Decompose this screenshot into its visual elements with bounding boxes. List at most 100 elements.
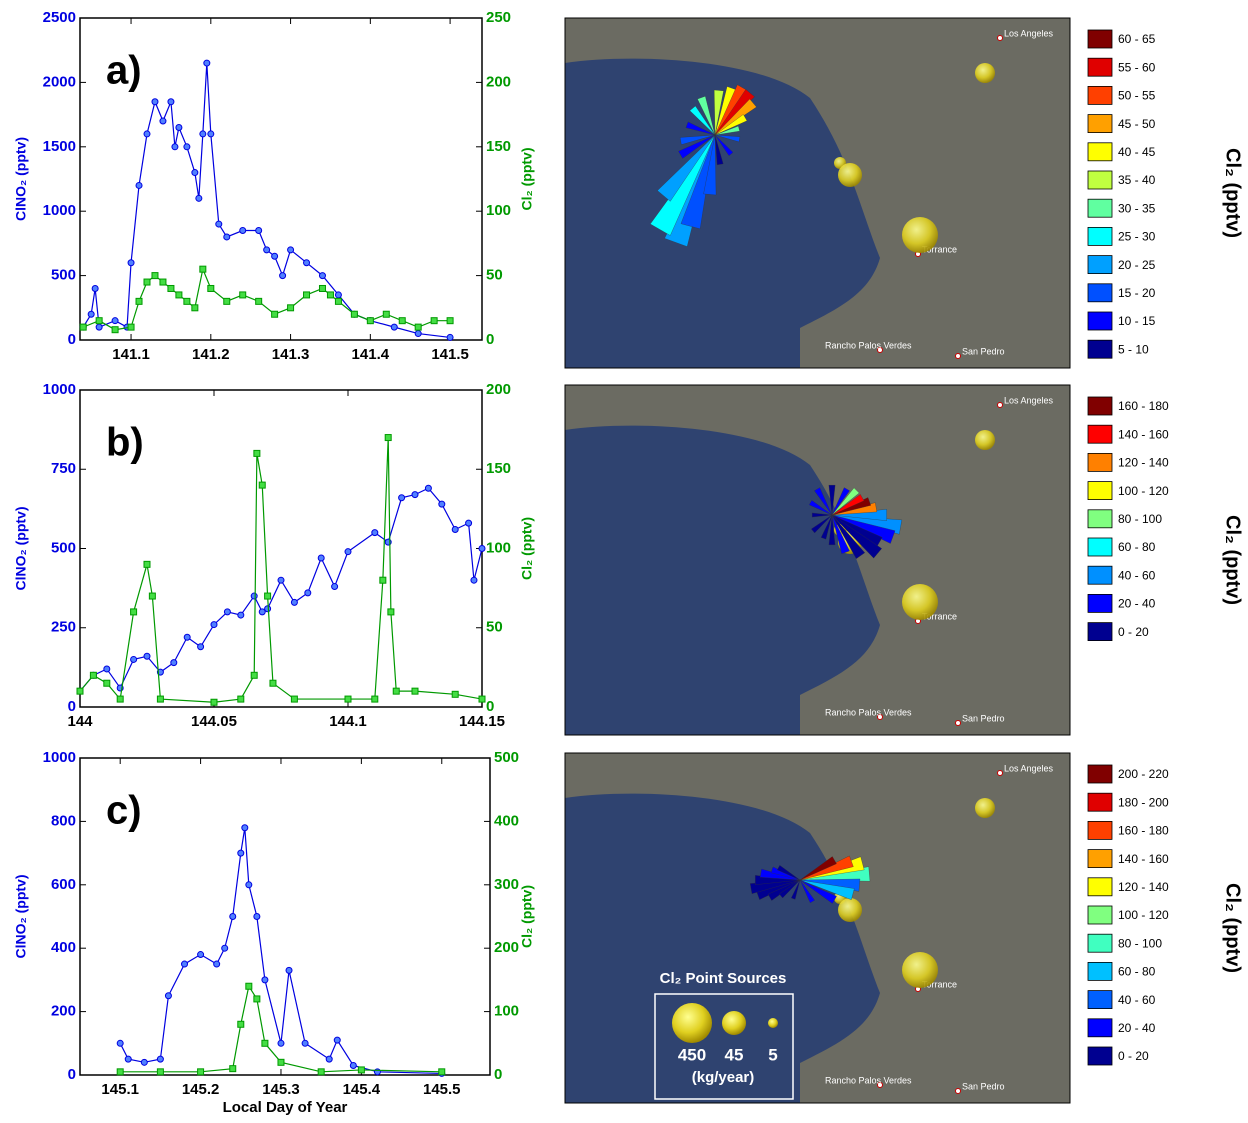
- legend-title: Cl₂ (pptv): [1222, 883, 1244, 973]
- marker: [446, 317, 454, 325]
- marker: [239, 291, 247, 299]
- y2-tick-label: 100: [486, 539, 511, 556]
- y-axis-label: ClNO₂ (pptv): [13, 507, 29, 591]
- rose-wedge: [689, 105, 716, 136]
- rose-wedge: [714, 134, 724, 166]
- marker: [398, 317, 406, 325]
- legend-label: 180 - 200: [1118, 795, 1169, 809]
- marker: [87, 310, 95, 318]
- marker: [215, 220, 223, 228]
- y-tick-label: 0: [68, 331, 76, 348]
- marker: [143, 560, 151, 568]
- legend-label: 20 - 40: [1118, 1021, 1156, 1035]
- legend-swatch: [1087, 764, 1113, 784]
- legend-label: 60 - 80: [1118, 540, 1156, 554]
- marker: [191, 304, 199, 312]
- marker: [279, 272, 287, 280]
- marker: [438, 1068, 446, 1076]
- marker: [199, 130, 207, 138]
- marker: [143, 652, 151, 660]
- y2-tick-label: 150: [486, 460, 511, 477]
- y-axis-label: ClNO₂ (pptv): [13, 137, 29, 221]
- inset-unit: (kg/year): [692, 1069, 755, 1086]
- legend-swatch: [1087, 57, 1113, 77]
- marker: [382, 310, 390, 318]
- legend-swatch: [1087, 565, 1113, 585]
- marker: [130, 655, 138, 663]
- rose-wedge: [831, 514, 850, 555]
- x-tick-label: 141.5: [431, 346, 469, 363]
- marker: [371, 529, 379, 537]
- marker: [287, 304, 295, 312]
- marker: [213, 960, 221, 968]
- legend-swatch: [1087, 849, 1113, 868]
- legend-label: 45 - 50: [1118, 117, 1156, 131]
- rose-wedge: [814, 487, 833, 516]
- place-label: Torrance: [922, 611, 957, 621]
- marker: [127, 259, 135, 267]
- x-tick-label: 144.05: [191, 713, 237, 730]
- rose-wedge: [828, 485, 836, 516]
- marker: [344, 695, 352, 703]
- x-tick-label: 145.2: [182, 1081, 220, 1098]
- place-label: Torrance: [922, 979, 957, 989]
- marker: [156, 1055, 164, 1063]
- marker: [239, 227, 247, 235]
- legend-label: 60 - 80: [1118, 965, 1156, 979]
- marker: [116, 1039, 124, 1047]
- legend-label: 0 - 20: [1118, 625, 1149, 639]
- y2-tick-label: 0: [486, 698, 494, 715]
- y2-tick-label: 0: [494, 1066, 502, 1083]
- place-label: Los Angeles: [1004, 28, 1054, 38]
- y2-tick-label: 400: [494, 812, 519, 829]
- legend-swatch: [1087, 198, 1113, 218]
- rose-wedge: [697, 95, 716, 136]
- place-label: Torrance: [922, 244, 957, 254]
- marker: [181, 960, 189, 968]
- y-tick-label: 250: [51, 619, 76, 636]
- marker: [95, 323, 103, 331]
- marker: [451, 525, 459, 533]
- marker: [245, 881, 253, 889]
- marker: [175, 291, 183, 299]
- marker: [271, 310, 279, 318]
- legend-title: Cl₂ (pptv): [1222, 515, 1244, 605]
- map-panel: Los Angeles Torrance Rancho Palos Verdes Sa…: [564, 384, 1244, 736]
- place-dot: [997, 35, 1003, 41]
- point-source: [975, 430, 995, 450]
- place-label: Rancho Palos Verdes: [825, 340, 912, 350]
- legend-swatch: [1087, 142, 1113, 162]
- legend-swatch: [1087, 622, 1113, 641]
- marker: [290, 695, 298, 703]
- inset-source: [672, 1003, 712, 1043]
- marker: [344, 548, 352, 556]
- point-source: [902, 217, 938, 253]
- marker: [349, 1061, 357, 1069]
- map-panel: Los Angeles Torrance Rancho Palos Verdes Sa…: [564, 752, 1244, 1104]
- legend-swatch: [1087, 594, 1113, 613]
- place-dot: [955, 353, 961, 359]
- legend-label: 20 - 25: [1118, 258, 1156, 272]
- rose-wedge: [820, 514, 833, 540]
- x-tick-label: 144.15: [459, 713, 505, 730]
- marker: [159, 278, 167, 286]
- legend-swatch: [1087, 114, 1113, 133]
- rose-wedge: [831, 514, 866, 559]
- marker: [392, 687, 400, 695]
- marker: [424, 484, 432, 492]
- map-border: [564, 384, 1071, 736]
- marker: [411, 491, 419, 499]
- legend-label: 15 - 20: [1118, 286, 1156, 300]
- x-tick-label: 145.1: [101, 1081, 139, 1098]
- marker: [264, 605, 272, 613]
- place-label: San Pedro: [962, 346, 1005, 356]
- marker: [253, 913, 261, 920]
- legend-swatch: [1087, 481, 1113, 501]
- marker: [207, 284, 215, 292]
- marker: [371, 695, 379, 703]
- marker: [103, 665, 111, 673]
- map-ocean: [565, 58, 880, 368]
- marker: [195, 194, 203, 202]
- legend-swatch: [1087, 792, 1113, 812]
